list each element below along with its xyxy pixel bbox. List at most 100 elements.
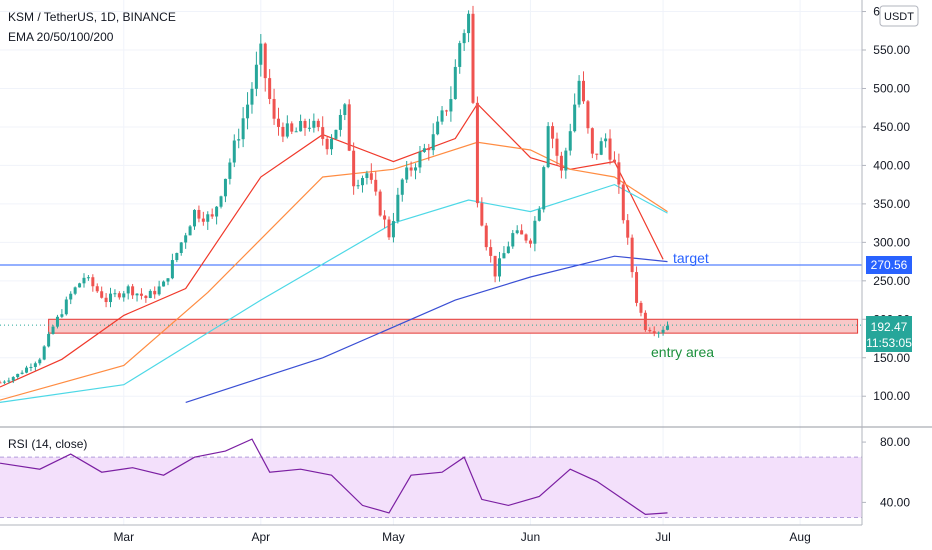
ema-100-line — [0, 183, 668, 403]
candle-body — [436, 121, 440, 135]
candle-body — [47, 333, 51, 347]
candle-body — [188, 226, 192, 236]
candle-body — [11, 377, 15, 381]
candle-body — [237, 139, 241, 141]
candle-body — [232, 140, 236, 163]
candle-body — [422, 148, 426, 152]
time-tick-label: Mar — [113, 530, 134, 544]
candle-body — [352, 150, 356, 187]
candle-body — [20, 372, 24, 374]
candle-body — [307, 127, 311, 129]
candle-body — [0, 382, 2, 384]
candle-body — [652, 331, 656, 334]
candle-body — [458, 43, 462, 67]
candle-body — [343, 104, 347, 115]
candle-body — [524, 234, 528, 241]
candle-body — [387, 219, 391, 238]
rsi-line — [0, 438, 668, 516]
candle-body — [144, 295, 148, 299]
candle-body — [489, 247, 493, 256]
candle-body — [254, 64, 258, 89]
candle-body — [498, 258, 502, 277]
candle-body — [582, 80, 586, 102]
candle-body — [542, 167, 546, 210]
price-tick-label: 450.00 — [873, 120, 910, 134]
candle-body — [511, 233, 515, 247]
rsi-legend: RSI (14, close) — [8, 437, 87, 451]
candle-body — [162, 281, 166, 287]
candle-body — [201, 218, 205, 222]
candle-body — [316, 120, 320, 128]
candle-body — [299, 120, 303, 132]
candle-body — [396, 194, 400, 222]
candle-body — [330, 138, 334, 150]
candle-body — [246, 104, 250, 119]
price-tick-label: 250.00 — [873, 274, 910, 288]
candle-body — [586, 101, 590, 129]
rsi-tick-label: 40.00 — [880, 495, 910, 509]
chart-title: KSM / TetherUS, 1D, BINANCE — [8, 10, 176, 24]
candle-body — [365, 173, 369, 178]
candlestick-series — [0, 5, 669, 385]
candle-body — [281, 126, 285, 137]
entry-annotation[interactable]: entry area — [651, 344, 714, 360]
candle-body — [595, 153, 599, 155]
candle-body — [210, 214, 214, 217]
price-tick-label: 300.00 — [873, 235, 910, 249]
candle-body — [369, 173, 373, 180]
rsi-axis[interactable]: 80.00 40.00 — [862, 435, 910, 509]
entry-zone[interactable] — [48, 318, 859, 334]
candle-body — [467, 13, 471, 34]
candle-body — [564, 150, 568, 171]
candle-body — [356, 185, 360, 187]
candle-body — [626, 220, 630, 238]
candle-body — [91, 277, 95, 287]
candle-body — [321, 127, 325, 139]
price-axis[interactable]: 600.00550.00500.00450.00400.00350.00300.… — [862, 5, 910, 404]
candle-body — [635, 272, 639, 303]
time-tick-label: Jul — [655, 530, 670, 544]
candle-body — [55, 316, 59, 327]
currency-label: USDT — [884, 11, 914, 23]
candle-body — [82, 277, 86, 284]
candle-body — [294, 131, 298, 133]
candle-body — [506, 246, 510, 254]
price-tick-label: 350.00 — [873, 197, 910, 211]
candle-body — [153, 290, 157, 295]
time-axis[interactable]: Mar Apr May Jun Jul Aug — [113, 530, 810, 544]
candle-body — [51, 326, 55, 334]
candle-body — [139, 293, 143, 296]
candle-body — [462, 33, 466, 44]
candle-body — [599, 141, 603, 155]
candle-body — [360, 177, 364, 186]
candle-body — [577, 80, 581, 105]
candle-body — [241, 118, 245, 140]
candle-body — [303, 120, 307, 128]
candle-body — [427, 148, 431, 151]
candle-body — [374, 179, 378, 192]
candle-body — [537, 209, 541, 221]
candle-body — [608, 138, 612, 160]
candle-body — [166, 278, 170, 282]
candle-body — [378, 191, 382, 216]
candle-body — [568, 131, 572, 151]
target-annotation[interactable]: target — [673, 250, 709, 266]
candle-body — [400, 179, 404, 195]
candle-body — [533, 220, 537, 244]
candle-body — [528, 240, 532, 244]
candle-body — [223, 178, 227, 197]
rsi-band — [0, 457, 862, 518]
candle-body — [29, 366, 33, 368]
time-tick-label: May — [382, 530, 405, 544]
candle-body — [100, 291, 104, 298]
candle-body — [113, 293, 117, 295]
candle-body — [661, 329, 665, 333]
candle-body — [414, 167, 418, 171]
countdown-value: 11:53:05 — [866, 336, 912, 350]
currency-button[interactable]: USDT — [879, 5, 919, 27]
candle-body — [78, 283, 82, 288]
candle-body — [551, 126, 555, 139]
price-grid — [0, 0, 862, 525]
candle-body — [475, 102, 479, 204]
